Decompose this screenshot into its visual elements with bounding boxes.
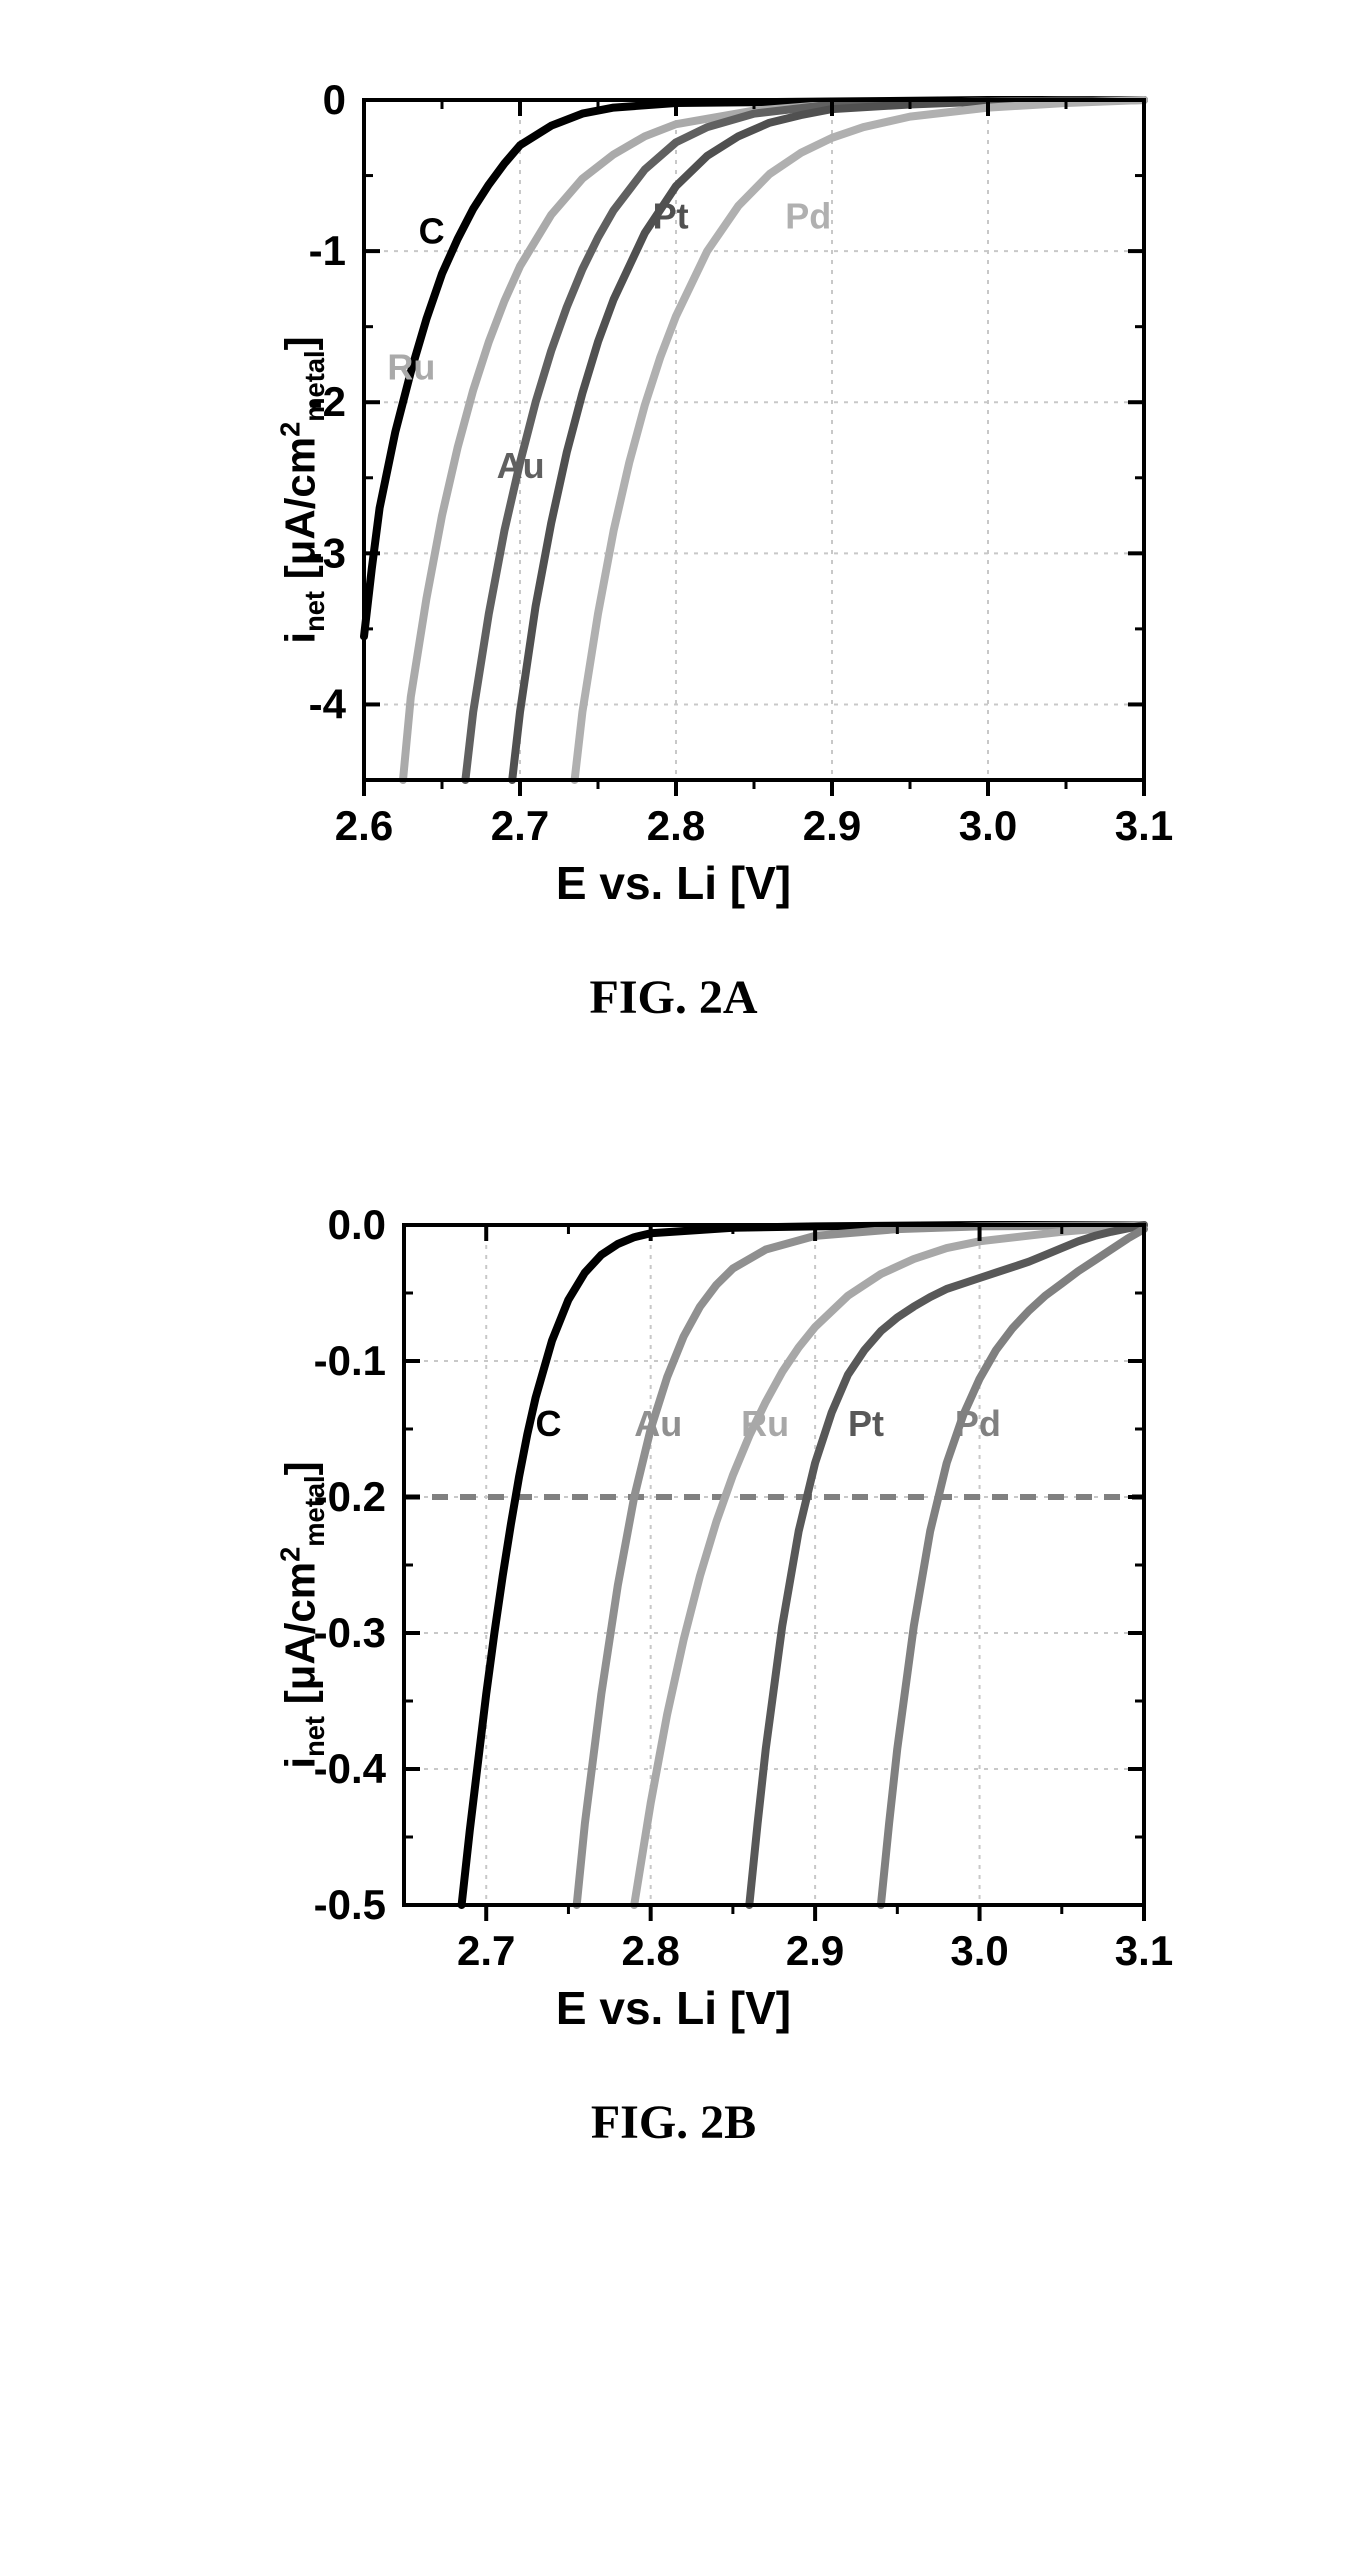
caption-2b: FIG. 2B [591, 2095, 756, 2150]
svg-text:Ru: Ru [387, 347, 435, 388]
svg-text:3.1: 3.1 [1114, 802, 1172, 849]
xlabel-2b: E vs. Li [V] [556, 1981, 791, 2035]
svg-text:C: C [418, 211, 444, 252]
svg-text:Pd: Pd [954, 1403, 1000, 1444]
ylabel-2a: inet [μA/cm2metal] [274, 336, 330, 643]
ylabel-2b: inet [μA/cm2metal] [274, 1461, 330, 1768]
chart-2b-wrap: CAuRuPtPd2.72.82.93.03.10.0-0.1-0.2-0.3-… [174, 1205, 1174, 2025]
figure-2b: CAuRuPtPd2.72.82.93.03.10.0-0.1-0.2-0.3-… [100, 1205, 1247, 2150]
svg-text:-0.5: -0.5 [313, 1881, 385, 1928]
svg-text:2.8: 2.8 [646, 802, 704, 849]
svg-text:-0.1: -0.1 [313, 1337, 385, 1384]
xlabel-2a: E vs. Li [V] [556, 856, 791, 910]
svg-text:0: 0 [322, 80, 345, 123]
svg-text:3.0: 3.0 [950, 1927, 1008, 1974]
svg-text:Au: Au [634, 1403, 682, 1444]
svg-text:3.1: 3.1 [1114, 1927, 1172, 1974]
svg-text:2.7: 2.7 [490, 802, 548, 849]
svg-text:0.0: 0.0 [327, 1205, 385, 1248]
svg-text:Pt: Pt [652, 195, 688, 236]
svg-text:Au: Au [496, 445, 544, 486]
svg-text:2.9: 2.9 [802, 802, 860, 849]
svg-text:-4: -4 [308, 680, 346, 727]
svg-text:2.8: 2.8 [621, 1927, 679, 1974]
svg-text:2.9: 2.9 [785, 1927, 843, 1974]
svg-text:Pt: Pt [848, 1403, 884, 1444]
svg-text:3.0: 3.0 [958, 802, 1016, 849]
figure-2a: CRuAuPtPd2.62.72.82.93.03.10-1-2-3-4 ine… [100, 80, 1247, 1025]
svg-text:C: C [535, 1403, 561, 1444]
svg-text:Ru: Ru [741, 1403, 789, 1444]
svg-text:2.6: 2.6 [334, 802, 392, 849]
svg-text:2.7: 2.7 [457, 1927, 515, 1974]
caption-2a: FIG. 2A [590, 970, 758, 1025]
chart-2a-wrap: CRuAuPtPd2.62.72.82.93.03.10-1-2-3-4 ine… [174, 80, 1174, 900]
svg-text:-1: -1 [308, 227, 345, 274]
svg-text:Pd: Pd [785, 195, 831, 236]
